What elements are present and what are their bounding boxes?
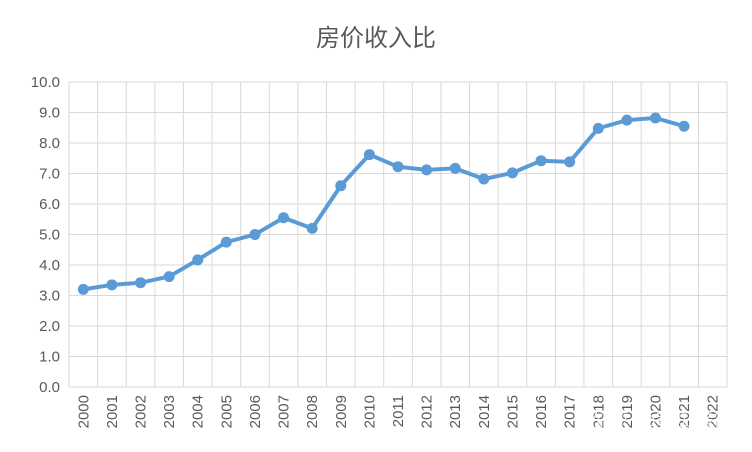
data-point [392,161,404,173]
series-layer [77,112,690,295]
x-tick-label: 2020 [647,395,664,428]
x-tick-label: 2009 [333,395,350,428]
x-tick-label: 2006 [247,395,264,428]
x-tick-label: 2003 [161,395,178,428]
y-tick-label: 5.0 [39,227,60,244]
x-tick-label: 2015 [504,395,521,428]
y-tick-label: 7.0 [39,166,60,183]
x-tick-label: 2017 [562,395,579,428]
x-tick-label: 2018 [590,395,607,428]
x-tick-label: 2008 [304,395,321,428]
x-tick-label: 2012 [419,395,436,428]
data-point [192,254,204,266]
x-tick-label: 2022 [705,395,722,428]
data-point [77,283,89,295]
data-point [220,236,232,248]
y-tick-label: 0.0 [39,379,60,396]
data-point [449,162,461,174]
x-tick-label: 2013 [447,395,464,428]
data-point [535,155,547,167]
grid [68,81,728,388]
x-tick-label: 2001 [104,395,121,428]
y-tick-label: 3.0 [39,288,60,305]
data-point [421,164,433,176]
y-tick-label: 2.0 [39,318,60,335]
data-point [564,156,576,168]
x-tick-label: 2014 [476,395,493,428]
data-point [363,149,375,161]
data-point [506,167,518,179]
y-tick-label: 8.0 [39,135,60,152]
x-tick-label: 2000 [75,395,92,428]
x-axis-ticks: 2000 2001 2002 2003 2004 2005 2006 2007 2008 2009… [75,395,721,428]
data-point [106,279,118,291]
data-point [163,271,175,283]
y-axis-ticks: 0.0 1.0 2.0 3.0 4.0 5.0 6.0 7.0 8.0 9.0 10.0 [31,74,60,396]
x-tick-label: 2019 [619,395,636,428]
data-point [592,122,604,134]
chart-title: 房价收入比 [316,24,436,52]
y-tick-label: 6.0 [39,196,60,213]
data-point [678,120,690,132]
series-line [81,115,687,292]
data-point [306,222,318,234]
data-point [278,212,290,224]
watermark: 知乎 @彭贝盛得 [593,410,732,432]
x-tick-label: 2010 [361,395,378,428]
y-tick-label: 10.0 [31,74,60,91]
x-tick-label: 2007 [276,395,293,428]
x-tick-label: 2021 [676,395,693,428]
x-tick-label: 2002 [133,395,150,428]
y-tick-label: 1.0 [39,349,60,366]
data-point [621,114,633,126]
data-point [135,277,147,289]
x-tick-label: 2011 [390,395,407,427]
x-tick-label: 2005 [218,395,235,428]
data-point [335,180,347,192]
y-tick-label: 4.0 [39,257,60,274]
data-point [249,229,261,240]
y-tick-label: 9.0 [39,105,60,122]
x-tick-label: 2004 [190,395,207,428]
data-point [478,173,490,185]
x-tick-label: 2016 [533,395,550,428]
data-point [649,112,661,124]
